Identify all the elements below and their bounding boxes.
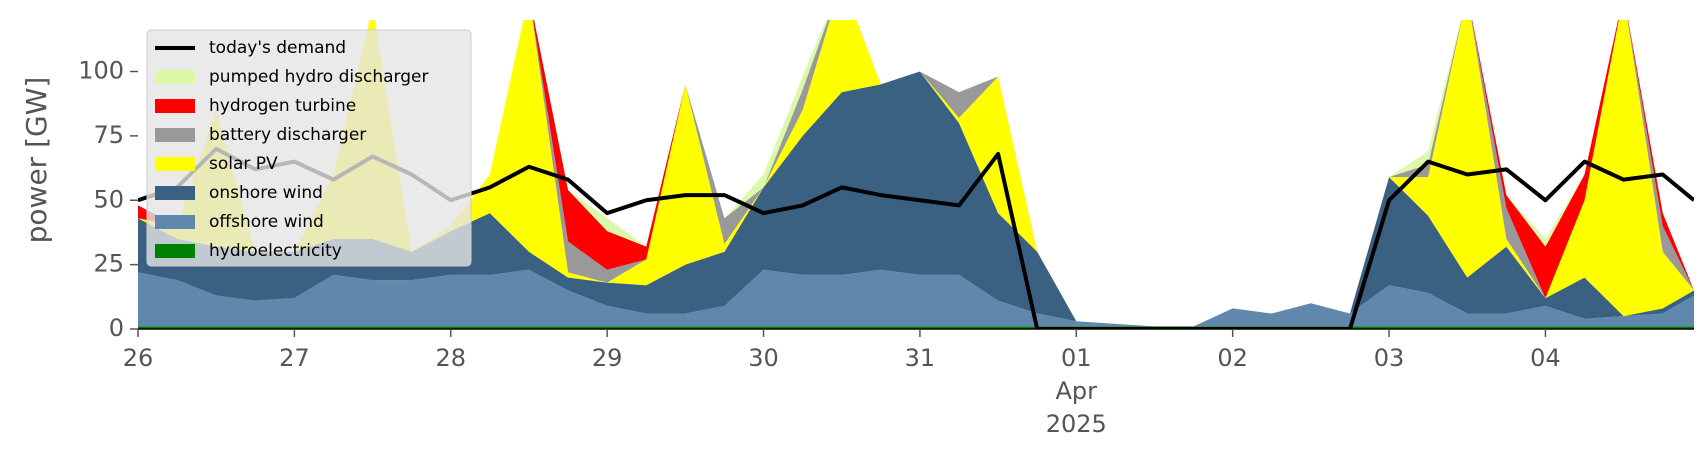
- x-year-label: 2025: [1046, 410, 1107, 438]
- y-axis-label: power [GW]: [20, 77, 53, 244]
- x-tick-label: 01: [1061, 344, 1092, 372]
- y-tick-label: 100: [78, 57, 124, 85]
- x-tick-label: 03: [1374, 344, 1405, 372]
- x-tick-label: 27: [279, 344, 310, 372]
- legend-swatch: [155, 99, 195, 113]
- legend-label: today's demand: [209, 38, 346, 58]
- y-tick-label: 50: [93, 185, 124, 213]
- legend-swatch: [155, 186, 195, 200]
- y-tick-label: 0: [109, 314, 124, 342]
- x-month-label: Apr: [1056, 377, 1098, 405]
- legend-swatch: [155, 128, 195, 142]
- area: [138, 269, 1694, 327]
- legend-label: pumped hydro discharger: [209, 67, 428, 87]
- legend-label: hydroelectricity: [209, 241, 342, 261]
- legend-swatch: [155, 157, 195, 171]
- legend-label: offshore wind: [209, 212, 324, 232]
- x-tick-label: 02: [1217, 344, 1248, 372]
- legend-swatch: [155, 215, 195, 229]
- legend-box: [146, 29, 472, 267]
- x-tick-label: 26: [123, 344, 154, 372]
- y-tick-label: 25: [93, 250, 124, 278]
- x-tick-label: 30: [748, 344, 779, 372]
- x-tick-label: 29: [592, 344, 623, 372]
- legend-label: onshore wind: [209, 183, 323, 203]
- x-tick-label: 31: [905, 344, 936, 372]
- y-tick-label: 75: [93, 121, 124, 149]
- x-tick-label: 28: [435, 344, 466, 372]
- area: [138, 20, 1694, 327]
- legend-label: solar PV: [209, 154, 278, 174]
- x-tick-label: 04: [1530, 344, 1561, 372]
- legend-swatch: [155, 244, 195, 258]
- legend-label: hydrogen turbine: [209, 96, 356, 116]
- legend-label: battery discharger: [209, 125, 366, 145]
- legend-swatch: [155, 70, 195, 84]
